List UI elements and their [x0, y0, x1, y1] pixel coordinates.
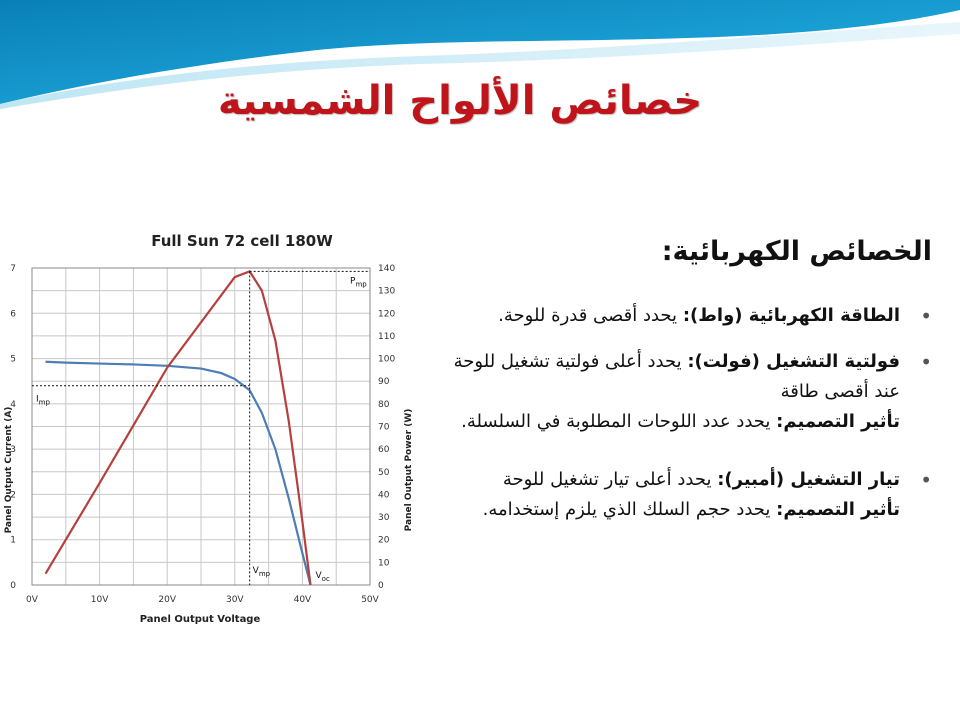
x-tick-label: 30V — [226, 595, 244, 605]
chart-markers: Pmp Imp Vmp Voc — [32, 270, 370, 585]
bullet-text: يحدد أقصى قدرة للوحة. — [498, 305, 678, 326]
bullet-list: الطاقة الكهربائية (واط): يحدد أقصى قدرة … — [432, 301, 932, 525]
x-tick-label: 40V — [294, 595, 312, 605]
bullet-text: يحدد أعلى فولتية تشغيل للوحة عند أقصى طا… — [453, 351, 900, 402]
y-left-tick-label: 5 — [10, 355, 16, 365]
chart-title: Full Sun 72 cell 180W — [151, 232, 333, 250]
section-heading: الخصائص الكهربائية: — [661, 236, 932, 267]
power-curve — [44, 270, 312, 586]
y-right-tick-label: 10 — [378, 558, 390, 568]
x-tick-label: 50V — [361, 595, 379, 605]
bullet-current: تيار التشغيل (أمبير): يحدد أعلى تيار تشغ… — [432, 465, 932, 525]
plot-frame — [31, 267, 371, 586]
annotation-pmax: Pmp — [350, 276, 367, 288]
x-axis-label: Panel Output Voltage — [140, 614, 261, 625]
bullet-label: فولتية التشغيل (فولت): — [687, 351, 900, 372]
y-right-tick-label: 80 — [378, 400, 390, 410]
design-impact-label: تأثير التصميم: — [776, 499, 900, 520]
annotation-imp: Imp — [36, 395, 50, 407]
current-curve — [45, 360, 312, 586]
y-left-axis-label: Panel Output Current (A) — [4, 407, 14, 534]
header-wave-banner — [0, 0, 960, 111]
bullet-text: يحدد أعلى تيار تشغيل للوحة — [502, 469, 712, 490]
y-right-tick-label: 120 — [378, 309, 395, 319]
chart-series — [44, 270, 312, 586]
slide-title: خصائص الألواح الشمسية — [217, 78, 703, 124]
x-tick-label: 0V — [26, 595, 39, 605]
y-right-tick-label: 0 — [378, 581, 384, 591]
y-right-tick-label: 100 — [378, 355, 395, 365]
y-right-tick-label: 90 — [378, 377, 390, 387]
y-left-tick-label: 0 — [10, 581, 16, 591]
y-right-tick-label: 40 — [378, 490, 390, 500]
x-tick-label: 10V — [91, 595, 109, 605]
bullet-voltage: فولتية التشغيل (فولت): يحدد أعلى فولتية … — [432, 347, 932, 437]
y-right-axis-label: Panel Output Power (W) — [404, 409, 414, 532]
y-left-tick-label: 3 — [10, 445, 16, 455]
annotation-voc: Voc — [316, 571, 330, 583]
x-tick-label: 20V — [158, 595, 176, 605]
y-right-tick-label: 20 — [378, 536, 390, 546]
annotation-vmp: Vmp — [253, 566, 271, 578]
y-left-tick-label: 7 — [10, 264, 16, 274]
electrical-characteristics: الخصائص الكهربائية: الطاقة الكهربائية (و… — [432, 236, 932, 541]
design-impact-label: تأثير التصميم: — [776, 411, 900, 432]
y-right-tick-label: 30 — [378, 513, 390, 523]
y-left-tick-label: 4 — [10, 400, 16, 410]
y-right-tick-label: 60 — [378, 445, 390, 455]
y-right-tick-label: 130 — [378, 287, 395, 297]
y-left-tick-label: 6 — [10, 309, 16, 319]
y-left-tick-label: 1 — [10, 536, 16, 546]
iv-curve-chart: Full Sun 72 cell 180W 0V 10V 20V 30V 40V 50V 0… — [4, 232, 414, 625]
bullet-label: تيار التشغيل (أمبير): — [717, 469, 900, 490]
chart-ticks: 0V 10V 20V 30V 40V 50V01234567010203040506070… — [10, 264, 395, 605]
y-right-tick-label: 50 — [378, 468, 390, 478]
y-right-tick-label: 70 — [378, 423, 390, 433]
y-left-tick-label: 2 — [10, 490, 16, 500]
design-impact-text: يحدد حجم السلك الذي يلزم إستخدامه. — [482, 499, 771, 520]
y-right-tick-label: 140 — [378, 264, 395, 274]
bullet-power: الطاقة الكهربائية (واط): يحدد أقصى قدرة … — [432, 301, 932, 331]
y-right-tick-label: 110 — [378, 332, 395, 342]
chart-grid — [31, 267, 371, 586]
design-impact-text: يحدد عدد اللوحات المطلوبة في السلسلة. — [461, 411, 771, 432]
bullet-label: الطاقة الكهربائية (واط): — [682, 305, 900, 326]
